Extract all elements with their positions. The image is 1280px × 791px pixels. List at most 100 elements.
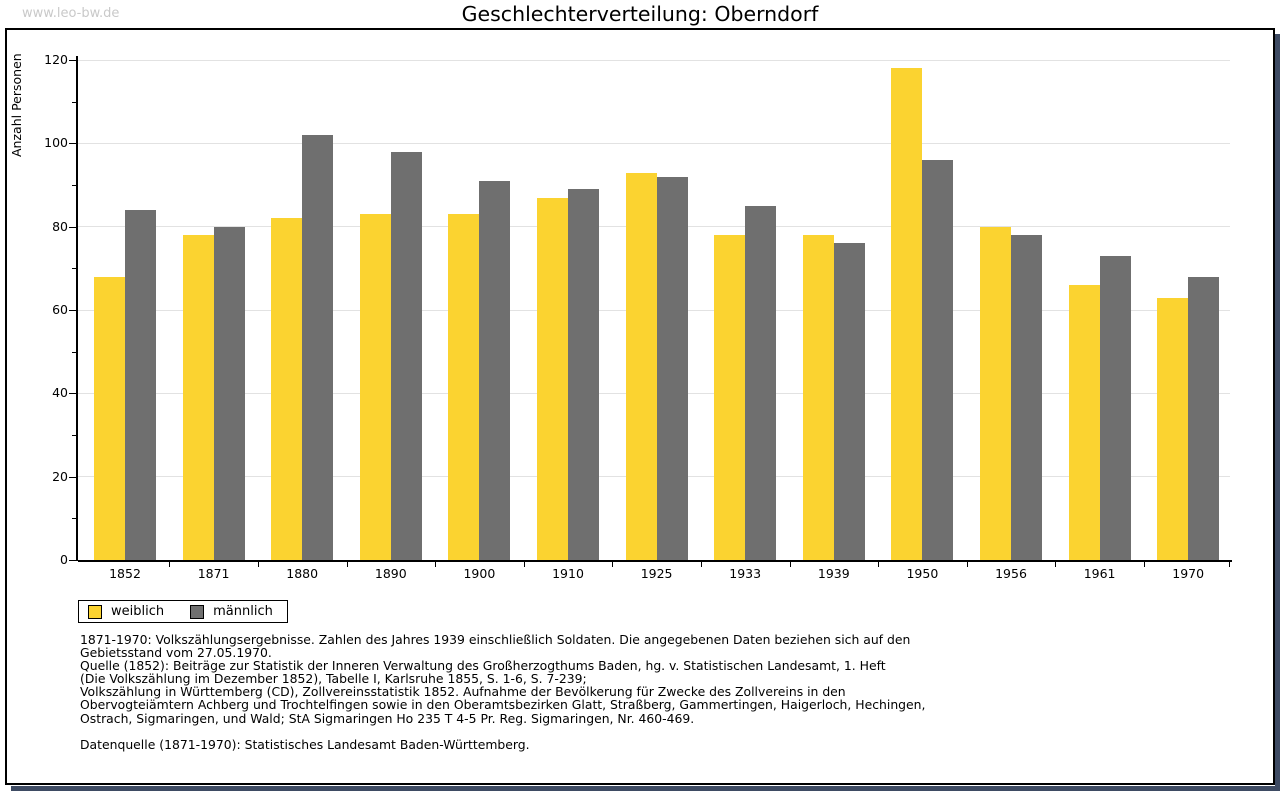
x-axis-tick [169, 562, 171, 567]
y-tick-label: 40 [52, 385, 68, 401]
bar-weiblich [448, 214, 480, 560]
bar-maennlich [302, 135, 334, 560]
x-tick-label: 1890 [374, 566, 407, 581]
bar-weiblich [1068, 285, 1100, 560]
footnote-line: (Die Volkszählung im Dezember 1852), Tab… [80, 671, 587, 687]
bar-maennlich [390, 151, 422, 560]
y-tick [72, 185, 76, 186]
x-tick-label: 1880 [286, 566, 319, 581]
bar-weiblich [182, 235, 214, 560]
bar-maennlich [125, 210, 156, 560]
bar-maennlich [656, 176, 688, 560]
y-tick-label: 60 [52, 302, 68, 317]
bar-maennlich [479, 180, 511, 560]
y-tick [72, 268, 76, 270]
bar-maennlich [1011, 235, 1042, 560]
bar-weiblich [625, 172, 657, 560]
y-tick [69, 393, 76, 395]
y-tick [69, 560, 76, 561]
footnote-line: 1871-1970: Volkszählungsergebnisse. Zahl… [80, 632, 911, 647]
bar-weiblich [1157, 297, 1189, 560]
footnote-line: Obervogteiämtern Achberg und Trochtelfin… [80, 697, 926, 713]
bar-maennlich [922, 160, 954, 560]
y-tick [69, 226, 76, 228]
bar-weiblich [802, 235, 834, 560]
footer: 1871-1970: Volkszählungsergebnisse. Zahl… [80, 633, 925, 751]
bar-maennlich [1188, 276, 1220, 560]
page-shadow-bottom [11, 786, 1280, 791]
bar-weiblich [714, 235, 746, 560]
x-axis [78, 560, 1232, 562]
bar-weiblich [537, 197, 568, 560]
legend-swatch [190, 604, 205, 619]
page-shadow-right [1275, 34, 1280, 786]
x-axis-tick [523, 562, 525, 567]
x-axis-tick [1055, 562, 1057, 567]
x-tick-label: 1956 [995, 566, 1027, 581]
bar-maennlich [213, 226, 245, 560]
legend-item: weiblich [88, 604, 164, 619]
x-tick-label: 1970 [1172, 566, 1205, 581]
bar-weiblich [94, 276, 125, 560]
y-tick-label: 20 [52, 468, 68, 484]
legend: weiblich männlich [78, 600, 288, 623]
x-axis-tick [1143, 562, 1145, 567]
footnote-line: Gebietsstand vom 27.05.1970. [80, 645, 272, 661]
gridline [78, 59, 1230, 61]
bar-weiblich [891, 68, 923, 560]
gridline [78, 142, 1230, 144]
bar-weiblich [980, 226, 1011, 560]
x-tick-label: 1933 [729, 566, 762, 581]
y-tick [72, 351, 76, 353]
x-axis-tick [878, 562, 880, 567]
y-tick [72, 101, 76, 103]
x-axis-tick [257, 562, 259, 567]
x-tick-label: 1925 [640, 566, 673, 581]
datasource-line: Datenquelle (1871-1970): Statistisches L… [80, 736, 530, 752]
plot-area [78, 59, 1230, 560]
x-tick-label: 1900 [463, 566, 496, 581]
y-tick [69, 310, 76, 311]
chart-frame [5, 28, 1275, 785]
legend-label: weiblich [111, 604, 165, 619]
bar-maennlich [1099, 255, 1131, 560]
x-axis-tick [435, 562, 437, 567]
x-tick-label: 1950 [906, 566, 939, 581]
bar-weiblich [271, 218, 303, 560]
x-axis-tick [346, 562, 348, 567]
y-tick-label: 0 [60, 552, 68, 567]
y-tick [69, 476, 76, 478]
y-tick-label: 80 [52, 218, 68, 234]
y-tick [72, 435, 76, 436]
x-tick-label: 1939 [817, 566, 850, 581]
bar-maennlich [833, 243, 865, 560]
legend-item: männlich [190, 604, 273, 619]
x-axis-tick [789, 562, 791, 567]
x-tick-label: 1852 [109, 566, 141, 581]
footnote-line: Volkszählung in Württemberg (CD), Zollve… [80, 684, 846, 700]
chart-title: Geschlechterverteilung: Oberndorf [461, 2, 819, 26]
bar-weiblich [359, 214, 391, 560]
footnote-line: Ostrach, Sigmaringen, und Wald; StA Sigm… [80, 710, 695, 726]
y-tick [72, 518, 76, 520]
y-axis [76, 56, 78, 561]
y-tick-label: 120 [44, 52, 68, 67]
watermark: www.leo-bw.de [22, 6, 120, 21]
footnote-line: Quelle (1852): Beiträge zur Statistik de… [80, 658, 886, 674]
bar-maennlich [568, 189, 599, 560]
y-tick-label: 100 [44, 135, 68, 151]
legend-swatch [88, 604, 102, 619]
y-tick [69, 143, 76, 145]
x-tick-label: 1961 [1083, 566, 1116, 581]
x-axis-tick [700, 562, 702, 567]
x-tick-label: 1871 [197, 566, 230, 581]
y-axis-label: Anzahl Personen [9, 53, 24, 157]
y-tick [69, 60, 76, 61]
x-axis-tick [612, 562, 614, 567]
x-axis-tick [966, 562, 968, 567]
footnotes: 1871-1970: Volkszählungsergebnisse. Zahl… [80, 633, 925, 725]
x-tick-label: 1910 [552, 566, 584, 581]
legend-label: männlich [213, 604, 273, 619]
x-axis-tick [1229, 562, 1230, 567]
